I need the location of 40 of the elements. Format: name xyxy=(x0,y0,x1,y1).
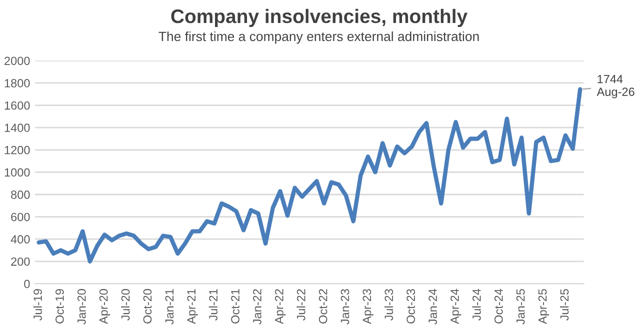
y-tick-label: 1200 xyxy=(4,146,30,154)
y-tick-label: 2000 xyxy=(4,56,30,66)
y-tick-label: 200 xyxy=(11,257,30,266)
y-tick-label: 1800 xyxy=(4,79,30,88)
x-tick-label: Apr-21 xyxy=(187,289,198,324)
x-tick-label: Apr-24 xyxy=(450,288,462,324)
chart-subtitle: The first time a company enters external administration xyxy=(158,31,479,44)
x-tick-label: Jan-20 xyxy=(77,289,86,324)
y-tick-label: 800 xyxy=(11,190,30,199)
x-tick-label: Apr-25 xyxy=(538,289,550,324)
x-tick-label: Oct-19 xyxy=(56,289,64,324)
x-tick-label: Jul-24 xyxy=(472,288,481,321)
x-tick-label: Oct-22 xyxy=(318,289,328,324)
x-tick-label: Jul-20 xyxy=(121,289,130,321)
line-series xyxy=(36,87,582,264)
x-tick-label: Oct-21 xyxy=(231,289,240,324)
y-tick-label: 1600 xyxy=(4,101,30,110)
x-tick-label: Apr-23 xyxy=(362,289,374,324)
x-tick-label: Jan-24 xyxy=(428,288,437,324)
y-tick-label: 1400 xyxy=(4,124,30,132)
y-tick-label: 1000 xyxy=(4,168,30,177)
x-tick-label: Jan-23 xyxy=(340,289,350,324)
x-tick-label: Apr-20 xyxy=(99,289,110,324)
y-tick-label: 0 xyxy=(24,280,30,288)
x-tick-label: Jul-22 xyxy=(296,289,306,321)
text: 1744 Aug-26 xyxy=(596,75,634,98)
x-tick-label: Jan-25 xyxy=(516,289,525,324)
x-tick-label: Oct-20 xyxy=(143,289,152,324)
x-tick-label: Jul-23 xyxy=(384,289,394,321)
y-tick-label: 600 xyxy=(11,212,30,222)
x-tick-label: Jul-21 xyxy=(208,289,218,321)
x-tick-label: Jan-22 xyxy=(253,289,262,324)
y-tick-label: 400 xyxy=(10,235,30,244)
x-tick-label: Oct-23 xyxy=(406,289,416,324)
x-tick-label: Jul-19 xyxy=(33,289,42,321)
x-tick-label: Jul-25 xyxy=(560,289,569,321)
x-tick-label: Jan-21 xyxy=(165,289,174,324)
x-tick-label: Apr-22 xyxy=(274,289,286,324)
chart-title: Company insolvencies, monthly xyxy=(171,8,468,27)
x-tick-label: Oct-24 xyxy=(494,288,503,324)
